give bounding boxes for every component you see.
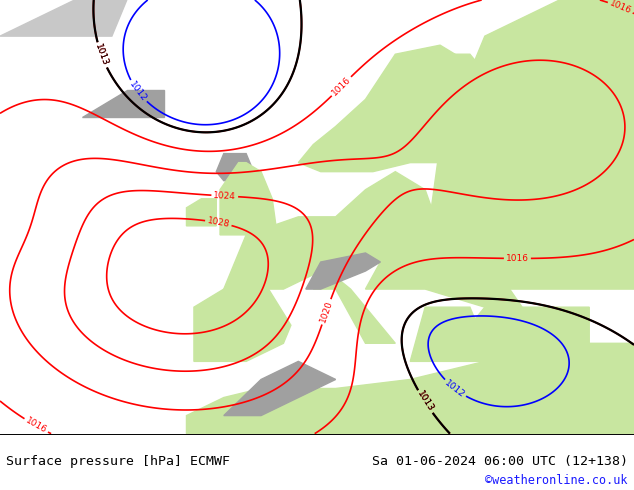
Polygon shape bbox=[306, 253, 380, 289]
Polygon shape bbox=[82, 90, 164, 118]
Polygon shape bbox=[186, 343, 634, 434]
Text: 1013: 1013 bbox=[93, 43, 110, 68]
Text: 1020: 1020 bbox=[318, 299, 334, 324]
Polygon shape bbox=[216, 153, 254, 181]
Polygon shape bbox=[0, 0, 127, 36]
Polygon shape bbox=[220, 163, 276, 235]
Text: Surface pressure [hPa] ECMWF: Surface pressure [hPa] ECMWF bbox=[6, 455, 230, 468]
Polygon shape bbox=[410, 307, 485, 362]
Text: 1013: 1013 bbox=[93, 43, 110, 68]
Polygon shape bbox=[224, 172, 448, 289]
Text: Sa 01-06-2024 06:00 UTC (12+138): Sa 01-06-2024 06:00 UTC (12+138) bbox=[372, 455, 628, 468]
Text: 1013: 1013 bbox=[415, 390, 435, 414]
Text: 1028: 1028 bbox=[206, 216, 231, 229]
Text: 1016: 1016 bbox=[24, 416, 48, 435]
Text: 1016: 1016 bbox=[506, 254, 529, 263]
Polygon shape bbox=[529, 362, 634, 434]
Polygon shape bbox=[186, 199, 216, 226]
Polygon shape bbox=[224, 362, 335, 416]
Text: 1024: 1024 bbox=[213, 191, 236, 201]
Polygon shape bbox=[365, 235, 522, 307]
Polygon shape bbox=[194, 289, 291, 362]
Text: 1012: 1012 bbox=[127, 79, 148, 103]
Text: 1012: 1012 bbox=[443, 378, 467, 399]
Text: 1016: 1016 bbox=[608, 0, 633, 16]
Polygon shape bbox=[455, 307, 589, 362]
Text: ©weatheronline.co.uk: ©weatheronline.co.uk bbox=[485, 474, 628, 487]
Polygon shape bbox=[425, 0, 634, 289]
Polygon shape bbox=[410, 54, 500, 163]
Text: 1016: 1016 bbox=[330, 75, 353, 98]
Polygon shape bbox=[299, 45, 485, 172]
Polygon shape bbox=[313, 271, 396, 343]
Text: 1013: 1013 bbox=[415, 390, 435, 414]
